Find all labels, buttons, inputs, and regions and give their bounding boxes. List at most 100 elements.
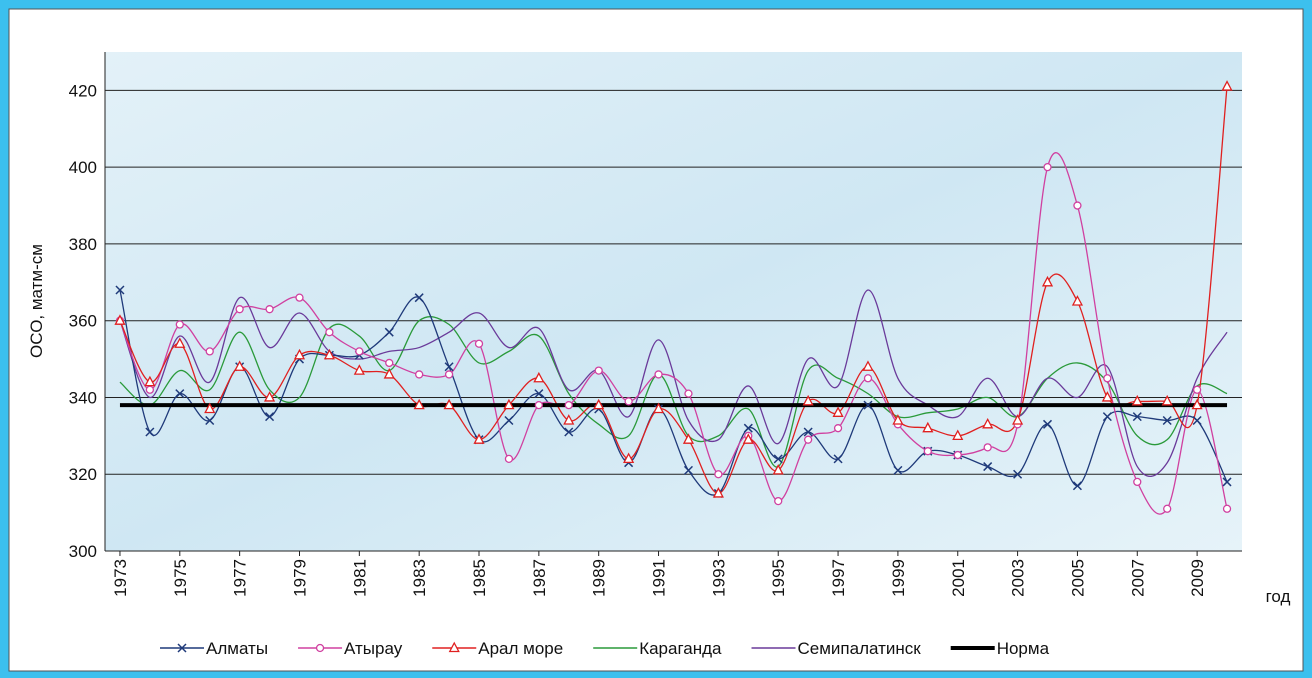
y-tick-label: 360 bbox=[69, 312, 97, 331]
marker bbox=[683, 465, 693, 475]
marker bbox=[863, 400, 873, 410]
marker bbox=[295, 293, 304, 302]
marker bbox=[594, 366, 603, 375]
marker bbox=[448, 641, 460, 653]
marker bbox=[712, 487, 724, 498]
x-tick-label: 1985 bbox=[470, 559, 489, 597]
marker bbox=[353, 364, 365, 375]
marker bbox=[145, 385, 155, 394]
marker bbox=[265, 305, 274, 314]
marker bbox=[802, 394, 814, 406]
marker bbox=[175, 389, 185, 399]
marker bbox=[1103, 374, 1112, 383]
plot-area bbox=[105, 52, 1242, 551]
marker bbox=[474, 339, 484, 348]
y-tick-label: 340 bbox=[69, 388, 97, 407]
marker bbox=[175, 320, 184, 329]
marker bbox=[833, 454, 843, 464]
marker bbox=[743, 423, 753, 433]
marker bbox=[1221, 80, 1233, 91]
x-tick-label: 1977 bbox=[231, 559, 250, 597]
marker bbox=[742, 433, 754, 444]
marker bbox=[444, 370, 454, 379]
marker bbox=[982, 417, 994, 429]
marker bbox=[504, 415, 514, 426]
marker bbox=[893, 465, 903, 475]
marker bbox=[654, 370, 663, 379]
marker bbox=[1222, 504, 1232, 513]
legend-label: Арал море bbox=[478, 639, 563, 658]
marker bbox=[862, 360, 874, 371]
marker bbox=[115, 285, 125, 295]
x-tick-label: 1983 bbox=[410, 559, 429, 597]
marker bbox=[503, 398, 515, 410]
marker bbox=[1101, 391, 1113, 402]
marker bbox=[144, 375, 156, 387]
marker bbox=[293, 348, 306, 360]
x-tick-label: 1999 bbox=[889, 559, 908, 597]
marker bbox=[1043, 163, 1052, 172]
marker bbox=[983, 462, 993, 472]
marker bbox=[773, 454, 783, 464]
x-tick-label: 2009 bbox=[1188, 559, 1207, 597]
marker bbox=[624, 397, 633, 406]
marker bbox=[922, 421, 934, 433]
marker bbox=[564, 427, 574, 437]
marker bbox=[803, 427, 813, 437]
marker bbox=[1163, 504, 1172, 513]
marker bbox=[1041, 275, 1054, 287]
marker bbox=[772, 464, 784, 475]
x-tick-label: 1997 bbox=[829, 559, 848, 597]
marker bbox=[652, 402, 665, 414]
marker bbox=[263, 391, 276, 402]
x-tick-label: 1991 bbox=[650, 559, 669, 597]
marker bbox=[533, 371, 545, 383]
x-tick-label: 1993 bbox=[709, 559, 728, 597]
y-tick-label: 300 bbox=[69, 542, 97, 561]
marker bbox=[384, 327, 394, 337]
legend-item: Семипалатинск bbox=[751, 639, 922, 658]
legend-item: Атырау bbox=[298, 639, 403, 658]
marker bbox=[323, 348, 335, 360]
marker bbox=[564, 400, 573, 410]
marker bbox=[325, 328, 334, 337]
marker bbox=[235, 305, 244, 314]
legend-label: Караганда bbox=[639, 639, 722, 658]
marker bbox=[1191, 398, 1203, 410]
marker bbox=[145, 427, 155, 437]
marker bbox=[1072, 481, 1082, 491]
legend-item: Норма bbox=[950, 639, 1050, 658]
y-tick-label: 400 bbox=[69, 158, 97, 177]
x-tick-label: 1995 bbox=[769, 559, 788, 597]
x-tick-label: 2005 bbox=[1068, 559, 1087, 597]
marker bbox=[684, 389, 693, 398]
marker bbox=[355, 347, 364, 356]
legend-item: Караганда bbox=[593, 639, 722, 658]
y-tick-label: 380 bbox=[69, 235, 97, 254]
marker bbox=[473, 433, 485, 444]
y-axis-label: ОСО, матм-см bbox=[27, 244, 46, 358]
marker bbox=[953, 450, 962, 460]
marker bbox=[444, 362, 454, 372]
x-tick-label: 1973 bbox=[111, 559, 130, 597]
marker bbox=[534, 389, 544, 399]
x-tick-label: 2001 bbox=[949, 559, 968, 597]
marker bbox=[504, 454, 514, 464]
x-tick-label: 1979 bbox=[290, 559, 309, 597]
marker bbox=[623, 452, 635, 464]
marker bbox=[983, 443, 992, 452]
marker bbox=[563, 414, 575, 425]
marker bbox=[234, 360, 246, 371]
marker bbox=[414, 293, 424, 303]
marker bbox=[892, 414, 904, 425]
x-tick-label: 2003 bbox=[1009, 559, 1028, 597]
legend-label: Семипалатинск bbox=[798, 639, 922, 658]
marker bbox=[832, 406, 844, 417]
x-tick-label: 1975 bbox=[171, 559, 190, 597]
legend-item: Арал море bbox=[432, 639, 563, 658]
marker bbox=[1042, 419, 1053, 429]
marker bbox=[833, 424, 843, 433]
marker bbox=[415, 370, 424, 379]
marker bbox=[1131, 394, 1143, 406]
